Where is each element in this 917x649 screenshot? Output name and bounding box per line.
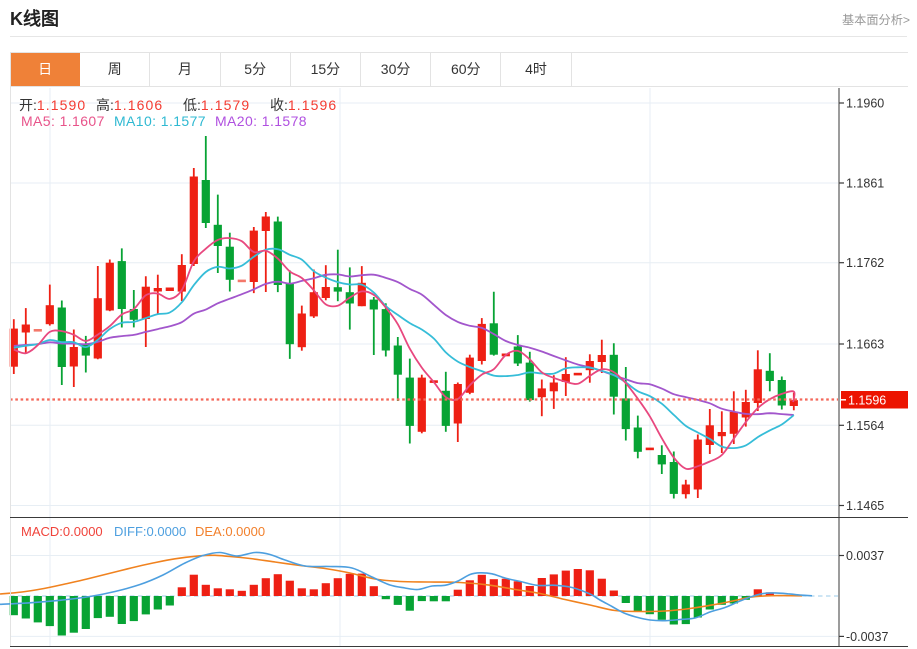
svg-text:1.1596: 1.1596 (848, 394, 886, 408)
svg-text:1.1465: 1.1465 (846, 499, 884, 513)
svg-text:1.1960: 1.1960 (846, 97, 884, 111)
svg-text:1.1564: 1.1564 (846, 419, 884, 433)
svg-text:1.1762: 1.1762 (846, 256, 884, 270)
svg-text:1.1861: 1.1861 (846, 177, 884, 191)
svg-text:-0.0037: -0.0037 (846, 630, 888, 644)
svg-text:0.0037: 0.0037 (846, 549, 884, 563)
svg-text:1.1663: 1.1663 (846, 338, 884, 352)
